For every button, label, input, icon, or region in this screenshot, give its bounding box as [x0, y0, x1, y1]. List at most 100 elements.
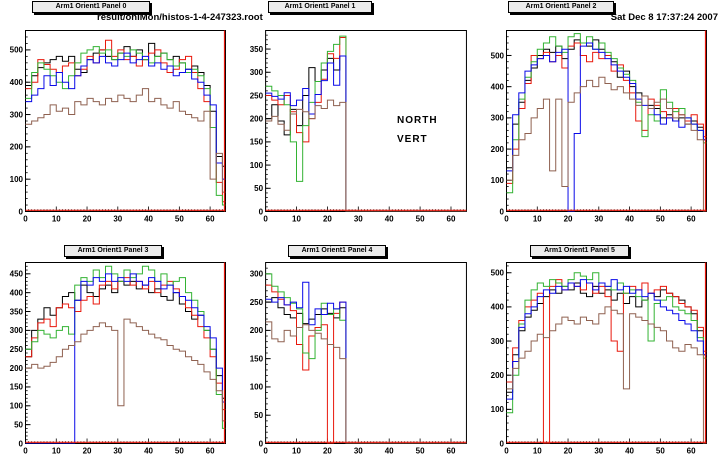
svg-text:200: 200 — [250, 326, 264, 335]
svg-text:250: 250 — [10, 345, 24, 354]
svg-text:250: 250 — [250, 298, 264, 307]
svg-text:20: 20 — [83, 215, 92, 224]
histogram-plot-3: 0 10 20 30 40 50 60 0 50 100 150 200 250 300 350 400 450 — [10, 262, 226, 456]
svg-text:40: 40 — [625, 447, 634, 456]
svg-text:40: 40 — [144, 215, 153, 224]
svg-text:0: 0 — [19, 207, 24, 216]
panel-3-title-box: Arm1 Orient1 Panel 3 — [64, 245, 162, 257]
histogram-plot-0: 0 10 20 30 40 50 60 0 100 200 300 400 500 — [10, 30, 226, 224]
svg-text:60: 60 — [206, 215, 215, 224]
svg-text:150: 150 — [250, 354, 264, 363]
svg-text:200: 200 — [10, 364, 24, 373]
svg-text:0: 0 — [500, 207, 505, 216]
svg-text:300: 300 — [250, 270, 264, 279]
svg-text:0: 0 — [23, 447, 28, 456]
panel-1-title-box: Arm1 Orient1 Panel 1 — [268, 1, 372, 13]
svg-text:300: 300 — [10, 326, 24, 335]
svg-text:0: 0 — [263, 215, 268, 224]
svg-text:60: 60 — [447, 447, 456, 456]
canvas-file-title: result/oniMon/histos-1-4-247323.root — [97, 12, 263, 23]
histogram-panel-5: Arm1 Orient1 Panel 5 0 10 20 30 40 50 60 0 100 20… — [481, 232, 721, 464]
svg-text:40: 40 — [144, 447, 153, 456]
svg-text:10: 10 — [292, 447, 301, 456]
svg-text:30: 30 — [594, 447, 603, 456]
svg-text:0: 0 — [504, 447, 509, 456]
histogram-plot-4: 0 10 20 30 40 50 60 0 50 100 150 200 250 300 — [250, 262, 467, 456]
svg-text:10: 10 — [533, 215, 542, 224]
svg-text:30: 30 — [354, 215, 363, 224]
histogram-panel-0: Arm1 Orient1 Panel 0 0 10 20 30 40 50 60 0 100 20… — [0, 0, 240, 232]
svg-text:20: 20 — [564, 447, 573, 456]
svg-text:10: 10 — [533, 447, 542, 456]
panel-0-title-text: Arm1 Orient1 Panel 0 — [55, 3, 127, 10]
svg-text:30: 30 — [113, 215, 122, 224]
histogram-plot-2: 0 10 20 30 40 50 60 0 100 200 300 400 500 — [491, 30, 707, 224]
histogram-panel-2: Arm1 Orient1 Panel 2 0 10 20 30 40 50 60 0 100 20… — [481, 0, 721, 232]
svg-text:100: 100 — [10, 175, 24, 184]
panel-5-title-box: Arm1 Orient1 Panel 5 — [530, 245, 629, 257]
svg-text:300: 300 — [491, 114, 505, 123]
svg-text:20: 20 — [83, 447, 92, 456]
svg-text:50: 50 — [254, 411, 263, 420]
svg-text:40: 40 — [385, 447, 394, 456]
svg-text:50: 50 — [175, 215, 184, 224]
svg-text:60: 60 — [687, 447, 696, 456]
svg-text:10: 10 — [52, 215, 61, 224]
histogram-panel-4: Arm1 Orient1 Panel 4 0 10 20 30 40 50 60 0 50 100… — [240, 232, 481, 464]
svg-text:150: 150 — [250, 138, 264, 147]
svg-text:350: 350 — [250, 45, 264, 54]
svg-text:250: 250 — [250, 91, 264, 100]
svg-text:350: 350 — [10, 307, 24, 316]
svg-text:0: 0 — [263, 447, 268, 456]
svg-text:300: 300 — [250, 68, 264, 77]
svg-text:30: 30 — [594, 215, 603, 224]
svg-text:30: 30 — [354, 447, 363, 456]
svg-text:50: 50 — [175, 447, 184, 456]
svg-text:400: 400 — [491, 82, 505, 91]
svg-text:60: 60 — [447, 215, 456, 224]
svg-text:200: 200 — [491, 145, 505, 154]
svg-text:100: 100 — [491, 405, 505, 414]
panel-4-title-box: Arm1 Orient1 Panel 4 — [288, 245, 386, 257]
svg-text:200: 200 — [491, 371, 505, 380]
svg-text:50: 50 — [656, 447, 665, 456]
svg-text:450: 450 — [10, 270, 24, 279]
histogram-panel-1: Arm1 Orient1 Panel 1 NORTH VERT 0 10 20 30 4… — [240, 0, 481, 232]
svg-text:500: 500 — [491, 51, 505, 60]
svg-text:0: 0 — [500, 439, 505, 448]
annotation-line-1: NORTH — [397, 115, 438, 126]
svg-text:100: 100 — [250, 161, 264, 170]
panel-4-title-text: Arm1 Orient1 Panel 4 — [301, 247, 373, 254]
north-vert-label: NORTH VERT — [397, 115, 438, 153]
svg-text:500: 500 — [10, 46, 24, 55]
svg-text:400: 400 — [10, 288, 24, 297]
panel-5-title-text: Arm1 Orient1 Panel 5 — [544, 247, 615, 254]
svg-text:150: 150 — [10, 383, 24, 392]
svg-text:100: 100 — [10, 402, 24, 411]
panel-2-title-box: Arm1 Orient1 Panel 2 — [508, 1, 614, 13]
panel-3-title-text: Arm1 Orient1 Panel 3 — [77, 247, 149, 254]
canvas-timestamp: Sat Dec 8 17:37:24 2007 — [610, 12, 718, 23]
svg-text:20: 20 — [323, 215, 332, 224]
histogram-plot-1: 0 10 20 30 40 50 60 0 50 100 150 200 250 300 350 — [250, 30, 467, 224]
svg-text:300: 300 — [491, 337, 505, 346]
annotation-line-2: VERT — [397, 134, 428, 145]
svg-text:10: 10 — [52, 447, 61, 456]
panel-0-title-box: Arm1 Orient1 Panel 0 — [32, 1, 150, 13]
svg-text:0: 0 — [23, 215, 28, 224]
svg-text:20: 20 — [323, 447, 332, 456]
svg-text:30: 30 — [113, 447, 122, 456]
svg-text:0: 0 — [504, 215, 509, 224]
svg-text:200: 200 — [250, 114, 264, 123]
svg-text:50: 50 — [656, 215, 665, 224]
svg-text:100: 100 — [491, 176, 505, 185]
svg-text:20: 20 — [564, 215, 573, 224]
svg-text:10: 10 — [292, 215, 301, 224]
svg-text:50: 50 — [254, 184, 263, 193]
svg-text:200: 200 — [10, 143, 24, 152]
svg-text:0: 0 — [259, 207, 264, 216]
svg-text:50: 50 — [416, 215, 425, 224]
svg-text:400: 400 — [491, 303, 505, 312]
svg-text:40: 40 — [385, 215, 394, 224]
svg-text:500: 500 — [491, 269, 505, 278]
